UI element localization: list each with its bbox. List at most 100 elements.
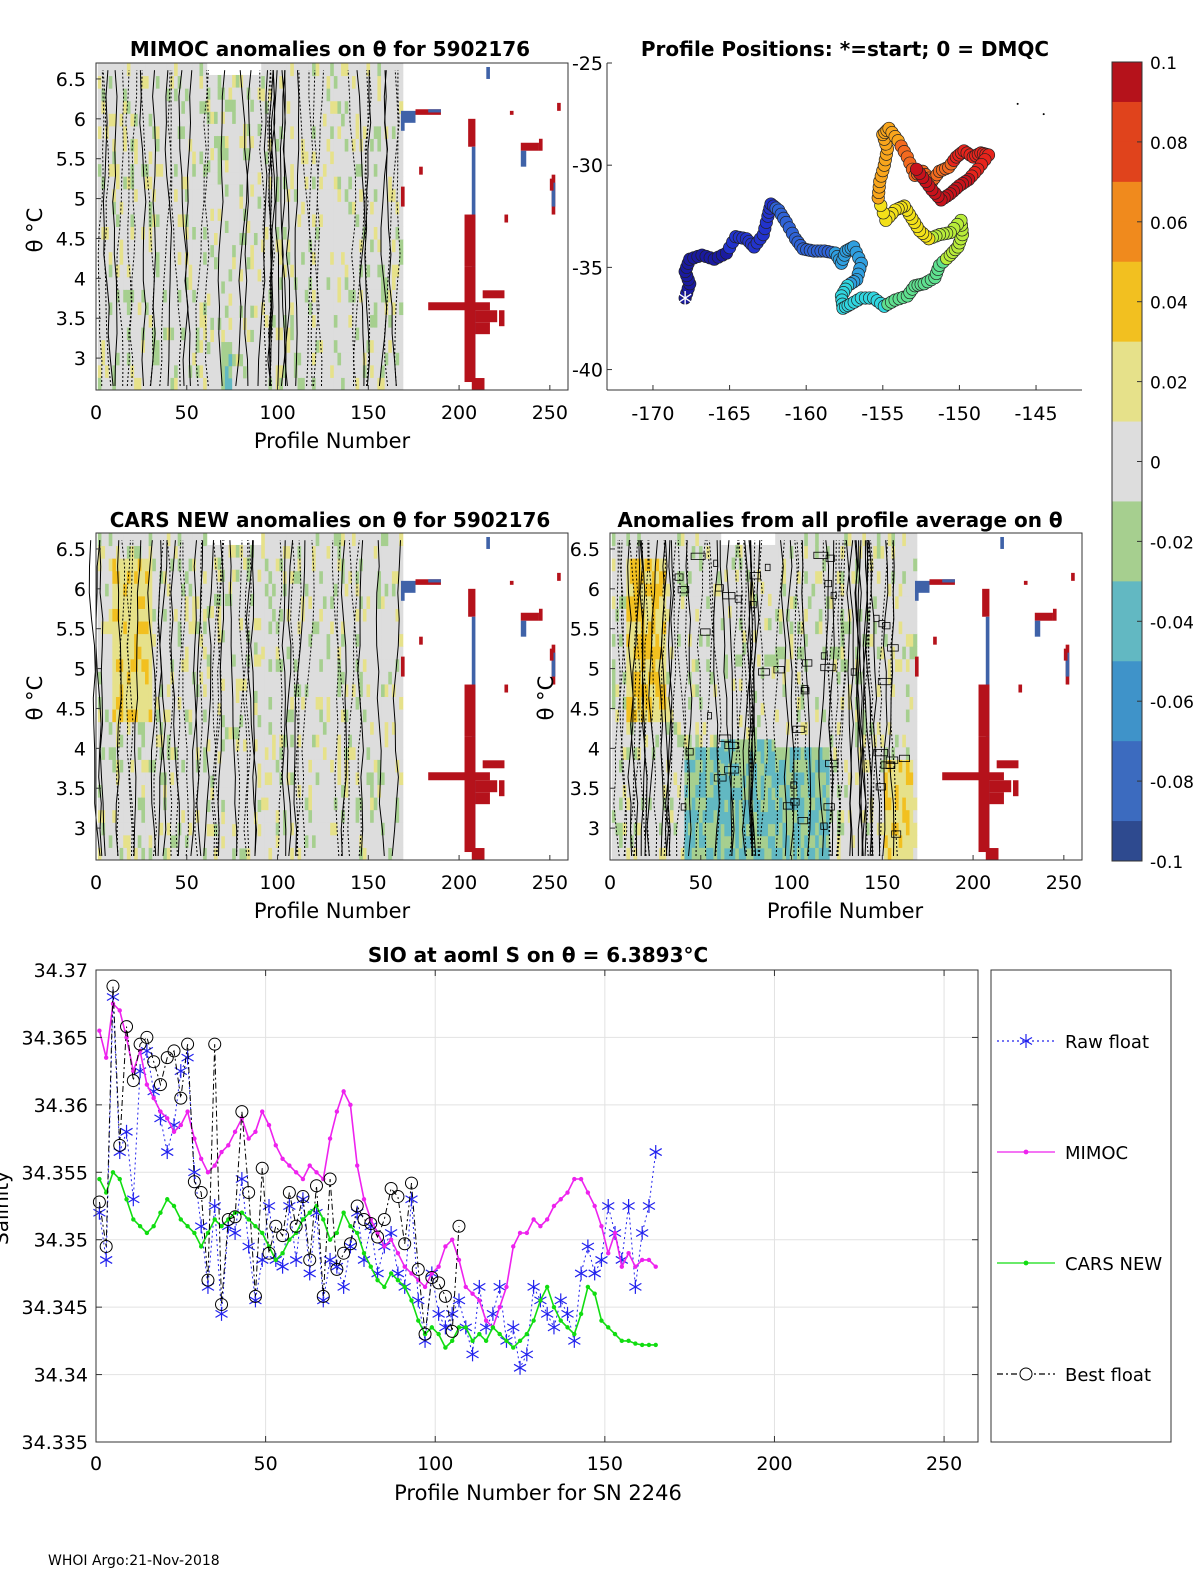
anomaly-cell [341, 621, 346, 635]
anomaly-cell [312, 709, 317, 723]
anomaly-cell [268, 759, 273, 773]
anomaly-cell [199, 201, 204, 215]
anomaly-cell [315, 264, 320, 278]
anomaly-cell [315, 834, 320, 848]
anomaly-cell [286, 364, 291, 378]
anomaly-cell [290, 608, 295, 622]
anomaly-cell [261, 658, 266, 672]
anomaly-cell [119, 784, 124, 798]
anomaly-cell [355, 658, 360, 672]
isolated-profile-block [471, 378, 485, 390]
anomaly-cell [163, 608, 168, 622]
anomaly-cell [108, 608, 113, 622]
anomaly-cell [214, 256, 219, 270]
anomaly-cell [257, 569, 262, 582]
anomaly-cell [377, 696, 382, 710]
anomaly-cell [388, 63, 393, 77]
anomaly-cell [344, 264, 349, 278]
anomaly-cell [611, 683, 616, 697]
anomaly-cell [337, 176, 342, 190]
anomaly-cell [221, 835, 226, 849]
anomaly-cell [373, 797, 378, 811]
anomaly-cell [290, 696, 295, 710]
anomaly-cell [312, 533, 317, 547]
anomaly-cell [319, 746, 324, 760]
anomaly-cell [232, 654, 237, 667]
anomaly-cell [210, 208, 215, 221]
anomaly-cell [370, 646, 375, 660]
anomaly-cell [629, 646, 635, 660]
anomaly-cell [381, 533, 386, 547]
anomaly-cell [370, 176, 375, 190]
anomaly-cell [134, 301, 139, 316]
anomaly-cell [622, 771, 627, 786]
anomaly-cell [115, 771, 121, 786]
anomaly-cell [184, 339, 190, 353]
anomaly-cell [235, 317, 240, 330]
anomaly-cell [351, 570, 357, 584]
anomaly-cell [126, 671, 131, 685]
anomaly-cell [141, 683, 146, 697]
anomaly-cell [268, 834, 273, 848]
anomaly-cell [308, 784, 313, 798]
anomaly-cell [308, 595, 313, 609]
anomaly-cell [203, 746, 208, 760]
anomaly-cell [391, 709, 397, 723]
anomaly-cell [152, 301, 157, 316]
anomaly-cell [192, 138, 197, 152]
anomaly-cell [640, 570, 645, 584]
anomaly-cell [301, 163, 306, 177]
anomaly-cell [315, 558, 320, 572]
anomaly-cell [239, 184, 244, 197]
anomaly-cell [239, 593, 244, 607]
anomaly-cell [619, 709, 624, 723]
anomaly-cell [395, 352, 400, 366]
anomaly-cell [626, 595, 631, 609]
anomaly-cell [362, 176, 367, 190]
anomaly-cell [366, 834, 371, 848]
anomaly-cell [112, 734, 117, 748]
contour-line [147, 540, 157, 857]
anomaly-cell [344, 125, 349, 139]
anomaly-cell [304, 239, 309, 253]
anomaly-cell [115, 834, 121, 848]
anomaly-cell [366, 276, 371, 290]
anomaly-cell [155, 226, 161, 240]
anomaly-cell [105, 239, 110, 253]
anomaly-cell [221, 171, 226, 185]
anomaly-cell [615, 834, 620, 848]
anomaly-cell [221, 123, 226, 137]
anomaly-cell [210, 329, 215, 343]
anomaly-cell [228, 208, 233, 221]
anomaly-cell [308, 671, 313, 685]
anomaly-cell [174, 100, 179, 114]
anomaly-cell [315, 138, 320, 152]
anomaly-cell [130, 113, 135, 127]
anomaly-cell [206, 605, 211, 619]
anomaly-cell [301, 633, 306, 647]
anomaly-cell [166, 226, 171, 240]
anomaly-cell [105, 226, 110, 240]
anomaly-cell [199, 314, 204, 328]
anomaly-cell [199, 671, 204, 685]
anomaly-cell [177, 671, 182, 685]
anomaly-cell [134, 251, 139, 265]
anomaly-cell [214, 341, 219, 355]
anomaly-cell [308, 289, 313, 303]
anomaly-cell [181, 797, 186, 811]
anomaly-cell [257, 581, 262, 594]
anomaly-cell [373, 834, 378, 848]
isolated-profiles [400, 536, 561, 860]
anomaly-cell [659, 583, 664, 597]
anomaly-cell [141, 633, 146, 647]
anomaly-cell [141, 545, 146, 559]
anomaly-cell [655, 809, 660, 823]
anomaly-cell [130, 671, 135, 685]
positions-title: Profile Positions: *=start; 0 = DMQC [641, 37, 1049, 61]
anomaly-cell [381, 621, 386, 635]
anomaly-cell [359, 301, 364, 316]
anomaly-cell [181, 533, 186, 547]
anomaly-cell [206, 702, 211, 716]
anomaly-cell [163, 264, 168, 278]
anomaly-cell [112, 822, 117, 836]
